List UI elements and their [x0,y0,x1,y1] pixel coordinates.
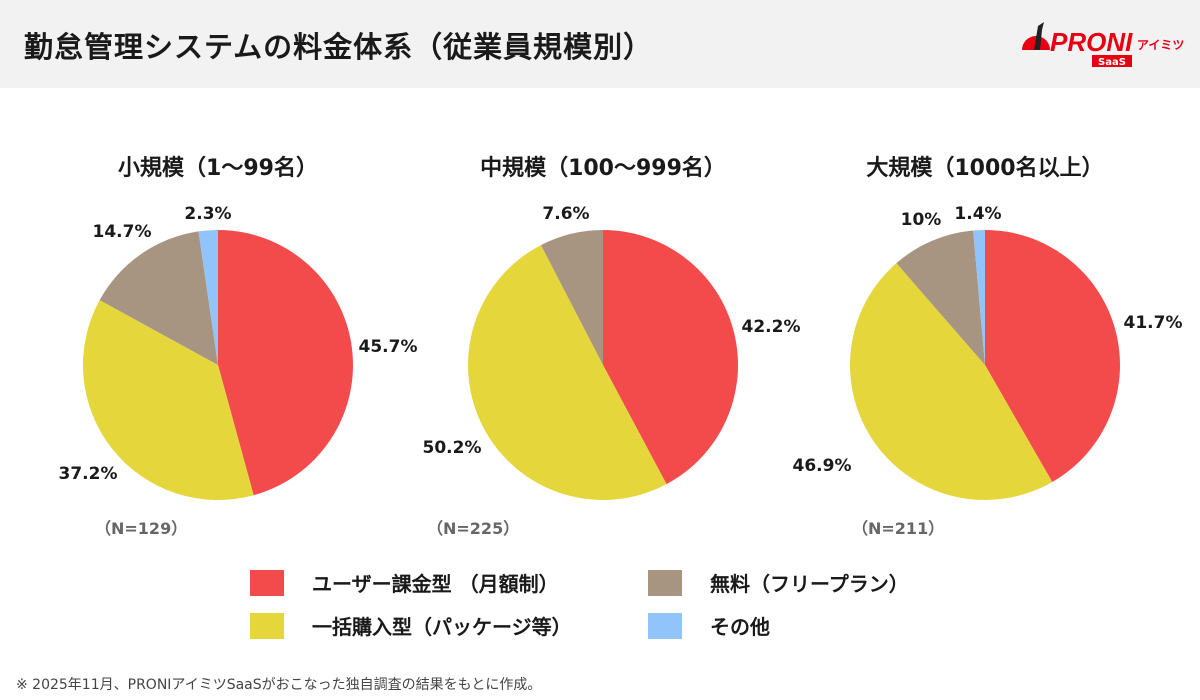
legend-item-user: ユーザー課金型 （月額制） [250,568,559,597]
legend-swatch [648,569,682,596]
pie-slice [973,230,985,365]
pie-title-medium: 中規模（100〜999名） [480,156,726,181]
legend-swatch [250,569,284,596]
pie-slice [985,230,1120,483]
value-label: 1.4% [954,204,1002,224]
legend-label: 無料（フリープラン） [710,572,909,596]
legend-item-free: 無料（フリープラン） [648,568,909,597]
value-label: 45.7% [358,337,418,357]
value-label: 37.2% [58,464,118,484]
pie-slice [850,263,1053,500]
value-label: 14.7% [92,222,152,242]
value-label: 42.2% [741,317,801,337]
header: 勤怠管理システムの料金体系（従業員規模別） PRONI アイミツ SaaS [0,0,1200,88]
legend-swatch [648,612,682,639]
footnote: ※ 2025年11月、PRONIアイミツSaaSがおこなった独自調査の結果をもと… [16,677,542,693]
pie-slice [82,300,254,500]
sample-size: （N=225） [427,519,520,538]
sample-size: （N=211） [852,519,945,538]
svg-text:SaaS: SaaS [1098,57,1126,68]
sample-size: （N=129） [95,519,188,538]
page-title: 勤怠管理システムの料金体系（従業員規模別） [24,30,654,64]
legend-item-package: 一括購入型（パッケージ等） [250,611,572,640]
pie-title-large: 大規模（1000名以上） [866,156,1104,181]
legend-label: 一括購入型（パッケージ等） [312,615,572,639]
pie-slice [468,245,667,500]
legend-label: その他 [710,615,770,639]
value-label: 46.9% [792,456,852,476]
legend-swatch [250,612,284,639]
svg-text:アイミツ: アイミツ [1137,38,1184,52]
pie-slice [99,231,218,365]
pie-slice [896,230,985,365]
pie-slice [198,230,218,365]
svg-text:PRONI: PRONI [1050,27,1133,57]
value-label: 2.3% [184,204,232,224]
pie-slice [540,230,603,365]
value-label: 7.6% [542,204,590,224]
pie-title-small: 小規模（1〜99名） [118,156,318,181]
legend-label: ユーザー課金型 （月額制） [312,572,559,596]
pie-slice [218,230,353,496]
legend-item-other: その他 [648,611,770,640]
pie-slice [603,230,739,485]
proni-logo: PRONI アイミツ SaaS [1022,22,1184,68]
value-label: 10% [900,210,942,230]
value-label: 50.2% [422,438,482,458]
value-label: 41.7% [1123,313,1183,333]
